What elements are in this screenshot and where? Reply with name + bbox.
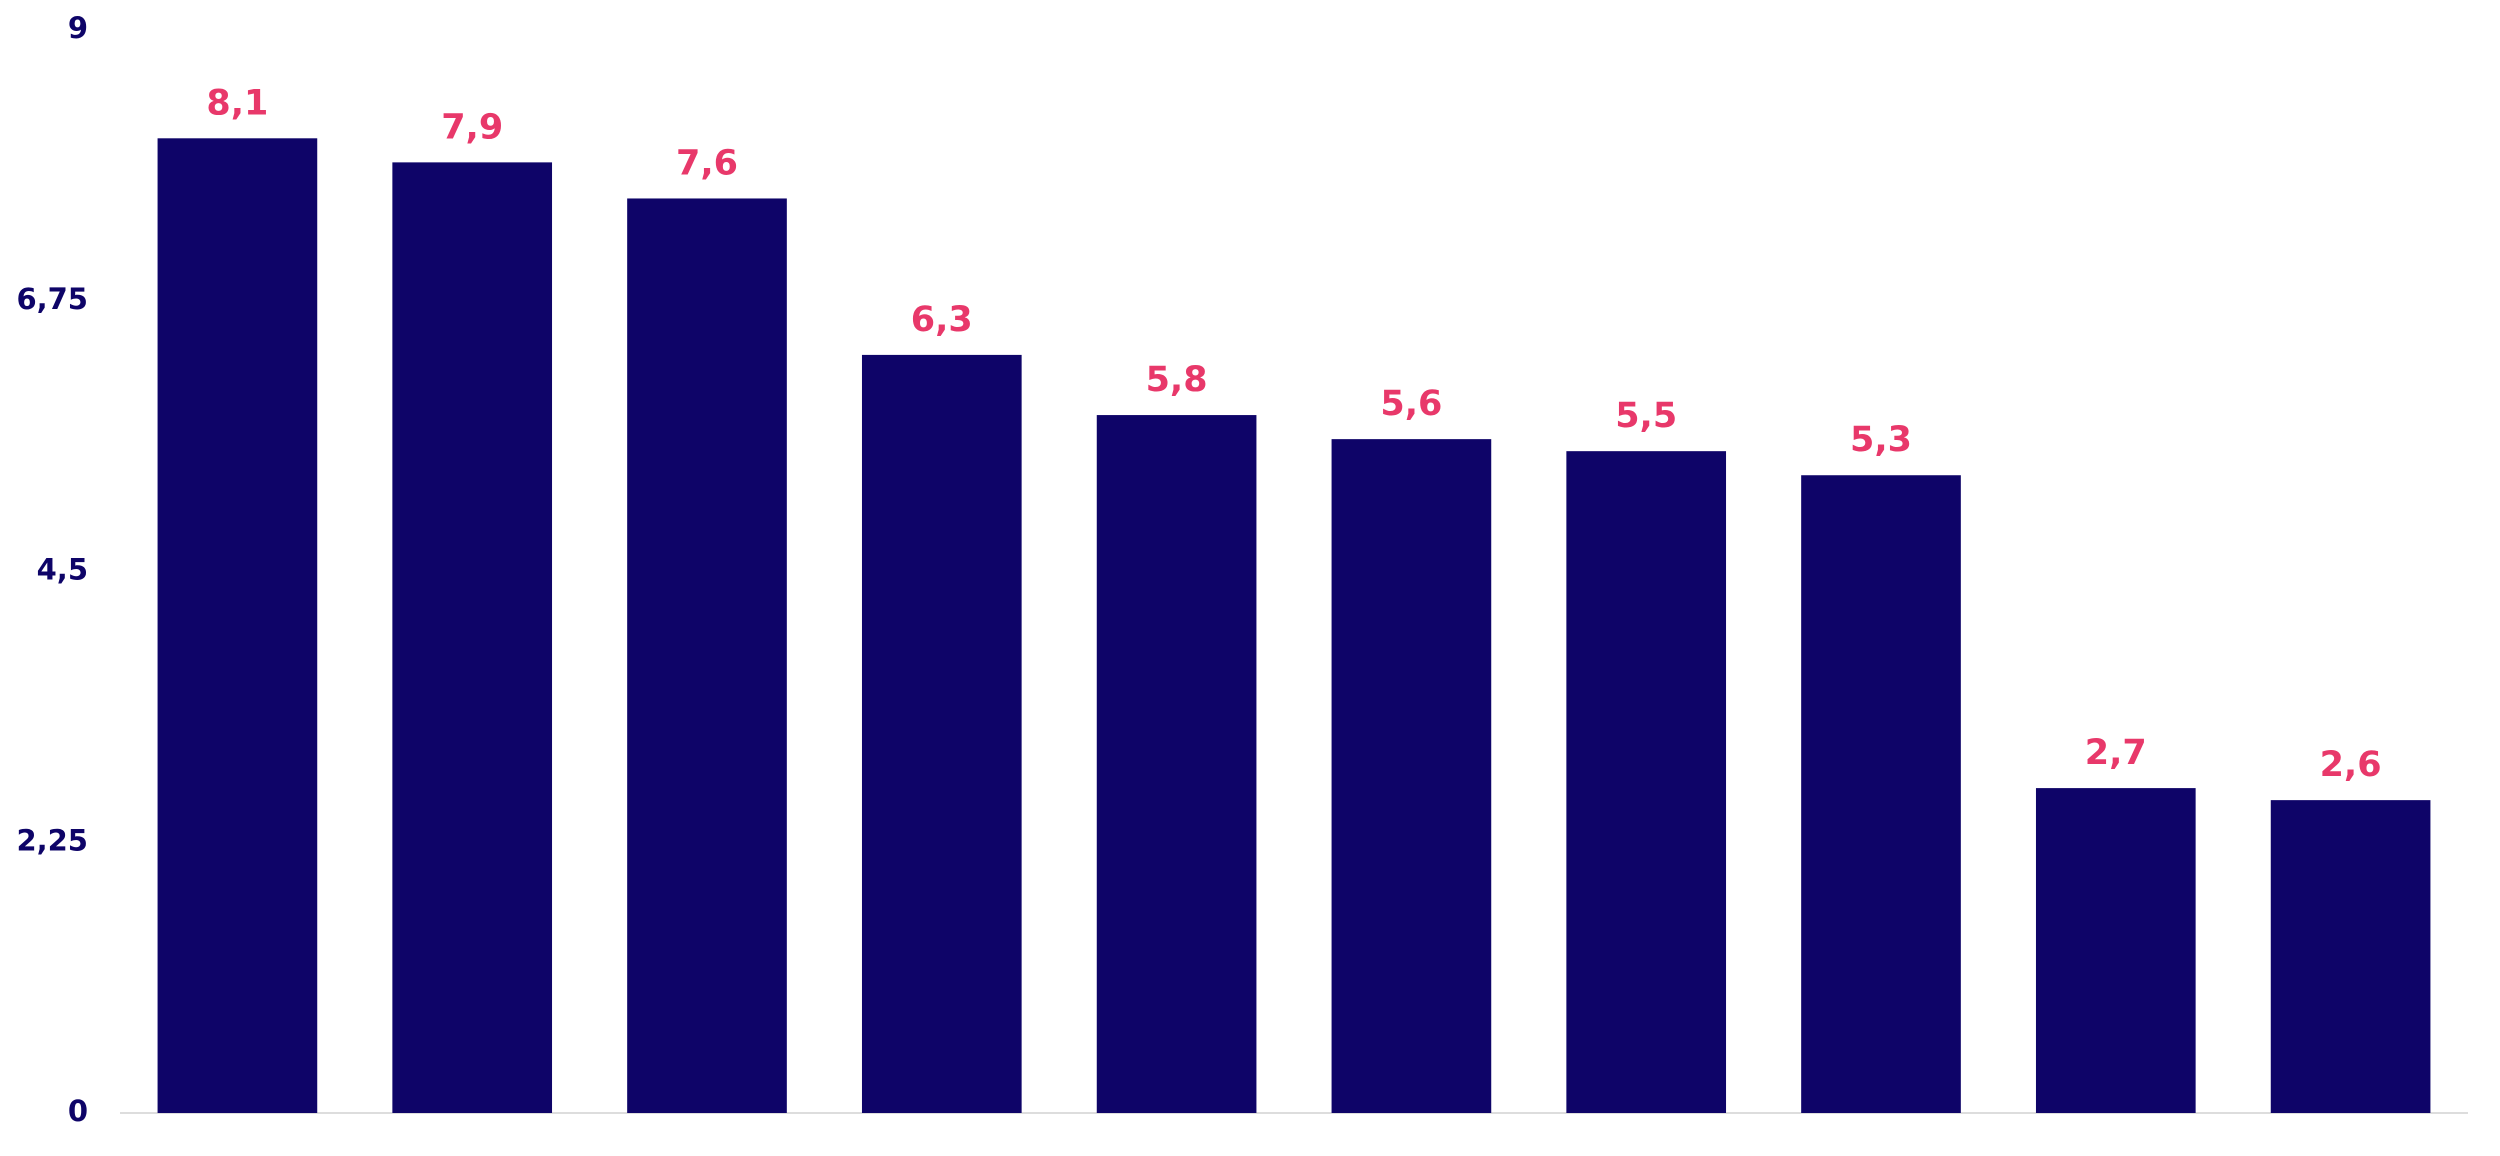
value-label: 7,9 <box>441 107 503 147</box>
value-label: 5,6 <box>1380 384 1442 424</box>
bar <box>2270 800 2431 1113</box>
value-label: 5,8 <box>1146 360 1208 400</box>
value-label: 8,1 <box>206 83 268 123</box>
value-label: 2,7 <box>2085 733 2147 773</box>
value-label: 5,3 <box>1850 420 1912 460</box>
y-tick-label: 6,75 <box>16 282 88 316</box>
bar <box>1566 451 1727 1114</box>
value-label: 5,5 <box>1615 396 1677 436</box>
bar <box>1096 415 1257 1114</box>
bar <box>861 354 1022 1113</box>
y-tick-label: 2,25 <box>16 823 88 857</box>
y-tick-label: 4,5 <box>37 553 88 587</box>
bar <box>392 162 553 1113</box>
value-label: 7,6 <box>676 143 738 183</box>
y-tick-label: 0 <box>68 1094 88 1128</box>
bar <box>2035 788 2196 1113</box>
bar <box>627 198 787 1113</box>
value-label: 2,6 <box>2320 745 2382 785</box>
bar <box>1331 439 1492 1114</box>
value-label: 6,3 <box>911 300 973 340</box>
y-tick-label: 9 <box>68 11 88 45</box>
bar <box>1801 475 1961 1113</box>
bar <box>157 138 318 1114</box>
